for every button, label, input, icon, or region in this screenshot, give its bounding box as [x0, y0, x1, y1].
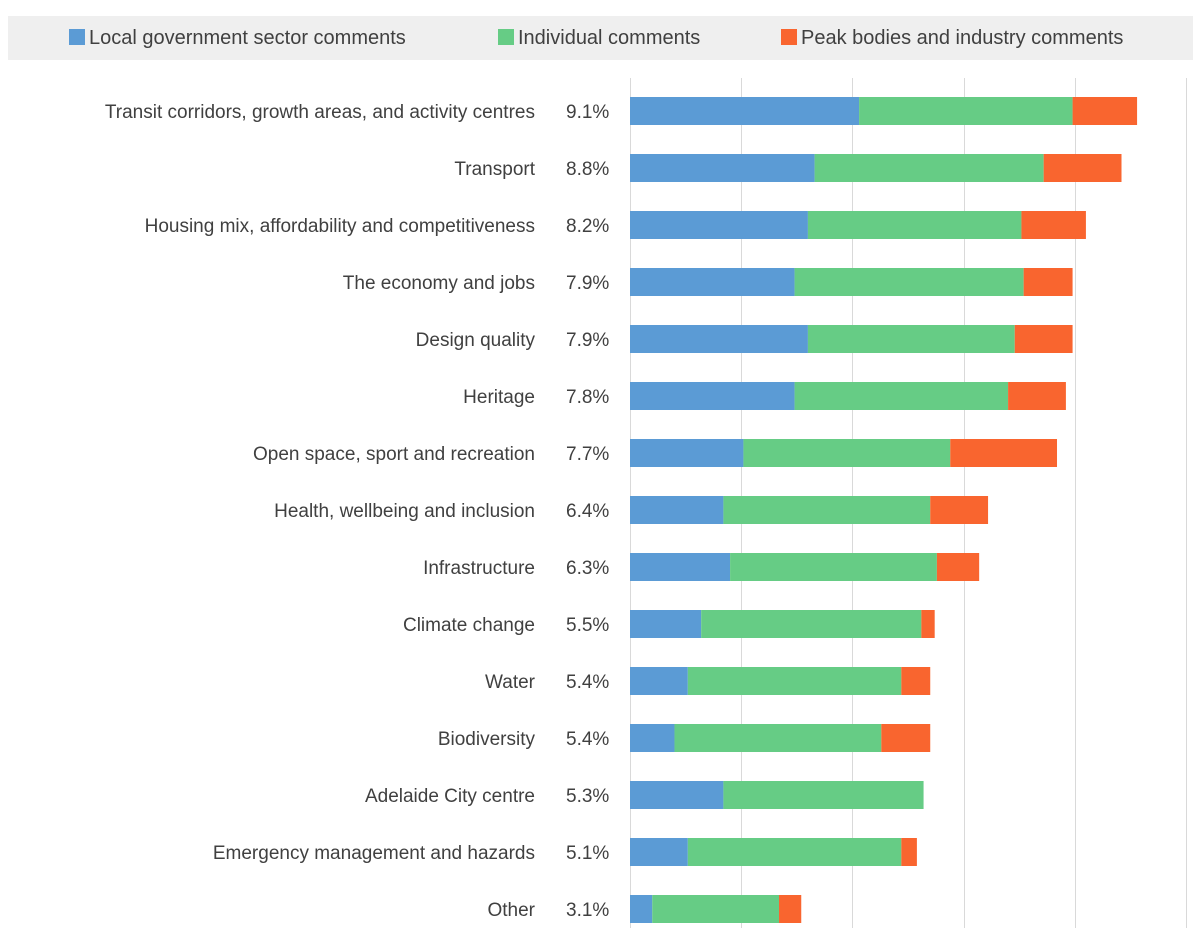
category-label: Biodiversity: [438, 729, 536, 750]
percent-label: 7.9%: [566, 330, 609, 351]
percent-label: 7.9%: [566, 273, 609, 294]
bar-segment-series-1: [630, 97, 860, 125]
bar-segment-series-2: [652, 895, 780, 923]
category-label: Water: [485, 672, 536, 693]
bar-segment-series-1: [630, 553, 731, 581]
bar-segment-series-3: [921, 610, 935, 638]
bar-segment-series-2: [674, 724, 882, 752]
percent-label: 8.2%: [566, 216, 609, 237]
bar-segment-series-3: [936, 553, 980, 581]
bar-segment-series-2: [687, 667, 902, 695]
bar-segment-series-2: [794, 268, 1024, 296]
category-label: The economy and jobs: [343, 273, 535, 294]
category-label: Health, wellbeing and inclusion: [274, 501, 535, 522]
bar-segment-series-3: [1043, 154, 1122, 182]
percent-label: 5.1%: [566, 843, 609, 864]
bar-segment-series-3: [930, 496, 989, 524]
percent-label: 9.1%: [566, 102, 609, 123]
bar-segment-series-2: [814, 154, 1044, 182]
percent-label: 6.4%: [566, 501, 609, 522]
legend-swatch: [781, 29, 797, 45]
category-labels: Transit corridors, growth areas, and act…: [105, 102, 610, 921]
bar-segment-series-3: [901, 838, 917, 866]
bar-segment-series-2: [687, 838, 902, 866]
legend-swatch: [69, 29, 85, 45]
bar-segment-series-3: [901, 667, 931, 695]
bar-segment-series-2: [723, 496, 931, 524]
legend: Local government sector comments Individu…: [69, 27, 1123, 49]
category-label: Emergency management and hazards: [213, 843, 535, 864]
percent-label: 5.4%: [566, 729, 609, 750]
percent-label: 6.3%: [566, 558, 609, 579]
bar-segment-series-1: [630, 667, 688, 695]
bar-segment-series-1: [630, 211, 808, 239]
percent-label: 5.4%: [566, 672, 609, 693]
bar-segment-series-2: [723, 781, 924, 809]
legend-entry-label: Local government sector comments: [89, 27, 406, 49]
percent-label: 3.1%: [566, 900, 609, 921]
category-label: Heritage: [463, 387, 535, 408]
percent-label: 7.8%: [566, 387, 609, 408]
category-label: Other: [487, 900, 535, 921]
legend-entry-label: Individual comments: [518, 27, 700, 49]
bar-segment-series-2: [807, 325, 1015, 353]
bar-segment-series-3: [1021, 211, 1086, 239]
category-label: Design quality: [416, 330, 536, 351]
category-label: Transit corridors, growth areas, and act…: [105, 102, 535, 123]
bar-segment-series-1: [630, 610, 702, 638]
category-label: Adelaide City centre: [365, 786, 535, 807]
bar-segment-series-1: [630, 154, 815, 182]
percent-label: 8.8%: [566, 159, 609, 180]
bar-segment-series-1: [630, 895, 653, 923]
category-label: Climate change: [403, 615, 535, 636]
legend-entry-label: Peak bodies and industry comments: [801, 27, 1123, 49]
bar-segment-series-3: [1014, 325, 1073, 353]
percent-label: 5.5%: [566, 615, 609, 636]
legend-swatch: [498, 29, 514, 45]
legend-background: [8, 16, 1193, 60]
bar-segment-series-1: [630, 781, 724, 809]
bar-segment-series-2: [701, 610, 922, 638]
bar-segment-series-1: [630, 382, 795, 410]
bar-segment-series-2: [730, 553, 937, 581]
bar-segment-series-3: [1072, 97, 1138, 125]
category-label: Housing mix, affordability and competiti…: [145, 216, 535, 237]
category-label: Open space, sport and recreation: [253, 444, 535, 465]
bar-segment-series-3: [1008, 382, 1066, 410]
bar-segment-series-3: [881, 724, 931, 752]
bar-segment-series-2: [743, 439, 951, 467]
bar-segment-series-1: [630, 724, 675, 752]
category-label: Transport: [454, 159, 535, 180]
bar-segment-series-1: [630, 496, 724, 524]
bar-segment-series-2: [859, 97, 1073, 125]
bar-segment-series-3: [779, 895, 802, 923]
bar-segment-series-1: [630, 268, 795, 296]
bar-segment-series-3: [950, 439, 1058, 467]
bar-segment-series-3: [1023, 268, 1073, 296]
percent-label: 7.7%: [566, 444, 609, 465]
bar-segment-series-2: [807, 211, 1022, 239]
bar-segment-series-1: [630, 325, 808, 353]
bar-segment-series-2: [794, 382, 1009, 410]
bars: [630, 97, 1138, 923]
bar-segment-series-1: [630, 838, 688, 866]
percent-label: 5.3%: [566, 786, 609, 807]
bar-segment-series-1: [630, 439, 744, 467]
category-label: Infrastructure: [423, 558, 535, 579]
